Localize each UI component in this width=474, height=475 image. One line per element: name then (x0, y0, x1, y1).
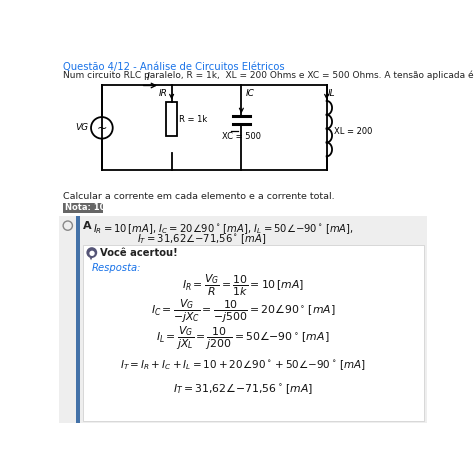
Text: XC = 500: XC = 500 (222, 132, 261, 141)
Text: $I_T = 31{,}62\angle{-71{,}56^\circ}\,[mA]$: $I_T = 31{,}62\angle{-71{,}56^\circ}\,[m… (173, 380, 313, 396)
Text: Questão 4/12 - Análise de Circuitos Elétricos: Questão 4/12 - Análise de Circuitos Elét… (63, 62, 285, 72)
Text: ~: ~ (97, 122, 107, 135)
Text: IR: IR (159, 89, 168, 98)
Text: IL: IL (328, 89, 336, 98)
Text: Calcular a corrente em cada elemento e a corrente total.: Calcular a corrente em cada elemento e a… (63, 192, 335, 201)
Text: I: I (147, 72, 150, 82)
Bar (63, 203, 103, 212)
Text: $I_R = 10\,[mA],\, I_C = 20\angle 90^\circ\,[mA],\, I_L = 50\angle{-90^\circ}\,[: $I_R = 10\,[mA],\, I_C = 20\angle 90^\ci… (93, 222, 354, 236)
Text: $I_L = \dfrac{V_G}{jX_L} = \dfrac{10}{j200} = 50\angle{-90^\circ}\,[mA]$: $I_L = \dfrac{V_G}{jX_L} = \dfrac{10}{j2… (156, 325, 329, 352)
Bar (59, 216, 427, 423)
Bar (76, 216, 80, 423)
Circle shape (86, 247, 97, 258)
Text: Resposta:: Resposta: (92, 263, 141, 273)
Text: A: A (82, 220, 91, 231)
Text: $I_C = \dfrac{V_G}{-jX_C} = \dfrac{10}{-j500} = 20\angle 90^\circ\,[mA]$: $I_C = \dfrac{V_G}{-jX_C} = \dfrac{10}{-… (151, 298, 335, 325)
Bar (166, 103, 177, 136)
Text: Nota: 10.0: Nota: 10.0 (65, 203, 115, 212)
Text: $I_T = 31{,}62\angle{-71{,}56^\circ}\,[mA]$: $I_T = 31{,}62\angle{-71{,}56^\circ}\,[m… (137, 233, 266, 247)
Text: R = 1k: R = 1k (179, 115, 208, 124)
Polygon shape (90, 257, 92, 260)
Text: Você acertou!: Você acertou! (100, 247, 177, 257)
Text: $I_T = I_R + I_C + I_L = 10 + 20\angle 90^\circ + 50\angle{-90^\circ}\,[mA]$: $I_T = I_R + I_C + I_L = 10 + 20\angle 9… (120, 358, 365, 372)
Text: XL = 200: XL = 200 (334, 127, 373, 136)
Text: Num circuito RLC paralelo, R = 1k,  XL = 200 Ohms e XC = 500 Ohms. A tensão apli: Num circuito RLC paralelo, R = 1k, XL = … (63, 71, 474, 80)
Bar (82, 245, 423, 421)
Text: $I_R = \dfrac{V_G}{R} = \dfrac{10}{1k} = 10\,[mA]$: $I_R = \dfrac{V_G}{R} = \dfrac{10}{1k} =… (182, 272, 304, 297)
Text: VG: VG (75, 124, 88, 133)
Text: IC: IC (246, 89, 255, 98)
Text: ●: ● (89, 249, 95, 256)
